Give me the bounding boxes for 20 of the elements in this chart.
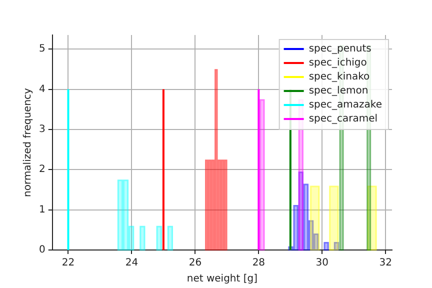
y-tick-label: 3	[38, 124, 46, 136]
x-tick-label: 30	[316, 258, 329, 269]
legend-label: spec_lemon	[308, 86, 368, 97]
x-tick-label: 24	[125, 258, 138, 269]
x-tick-label: 26	[188, 258, 202, 269]
y-tick-label: 5	[38, 44, 46, 55]
legend-label: spec_penuts	[308, 44, 372, 55]
x-tick-label: 32	[379, 258, 392, 269]
x-tick-label: 28	[252, 258, 266, 269]
x-axis-title: net weight [g]	[186, 274, 258, 285]
legend-label: spec_ichigo	[308, 58, 367, 69]
y-tick-label: 1	[38, 204, 46, 216]
y-tick-label: 0	[38, 244, 46, 256]
y-tick-label: 4	[38, 84, 46, 95]
legend-label: spec_amazake	[308, 100, 382, 111]
x-tick-label: 22	[62, 258, 75, 269]
legend-label: spec_kinako	[308, 72, 370, 83]
y-axis-title: normalized frequency	[22, 88, 34, 197]
legend-label: spec_caramel	[308, 114, 378, 125]
y-tick-label: 2	[38, 164, 46, 176]
